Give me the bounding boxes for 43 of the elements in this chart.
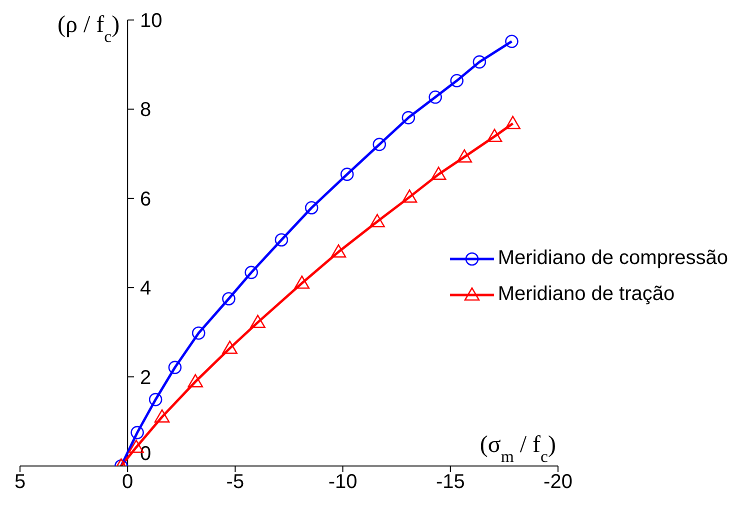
- point: [192, 326, 206, 340]
- point: [430, 166, 446, 180]
- x-tick-label: -20: [544, 471, 572, 494]
- point: [402, 189, 418, 203]
- x-tick-label: 0: [122, 471, 134, 494]
- x-axis-title: (σ$_{m}$ / f$_{c}$): [480, 432, 556, 466]
- point: [330, 244, 346, 258]
- y-tick-label: 8: [140, 99, 152, 122]
- x-tick-label: -10: [328, 471, 358, 494]
- point: [428, 90, 442, 104]
- point: [222, 292, 236, 306]
- point: [130, 426, 144, 440]
- legend-label: Meridiano de tração: [498, 283, 675, 306]
- y-tick-label: 6: [140, 188, 152, 210]
- point: [188, 374, 204, 388]
- point: [340, 168, 354, 181]
- point: [244, 266, 258, 280]
- point: [370, 214, 385, 228]
- point: [168, 360, 182, 374]
- legend-label: Meridiano de compressão: [498, 247, 728, 270]
- point: [450, 74, 464, 88]
- y-tick-label: 10: [140, 10, 162, 32]
- point: [304, 201, 318, 214]
- point: [505, 116, 520, 130]
- y-tick-label: 2: [140, 366, 152, 389]
- x-tick-label: -15: [436, 471, 465, 494]
- point: [402, 111, 416, 124]
- point: [154, 409, 170, 423]
- point: [505, 34, 518, 48]
- point: [148, 392, 162, 406]
- x-tick-label: 5: [14, 471, 26, 494]
- point: [294, 275, 310, 289]
- point: [486, 128, 502, 142]
- y-tick-label: 0: [140, 443, 152, 465]
- x-tick-label: -5: [226, 471, 244, 494]
- point: [222, 340, 238, 354]
- point: [274, 233, 288, 247]
- point: [472, 55, 486, 69]
- point: [250, 314, 266, 328]
- point: [372, 138, 386, 152]
- y-axis-title: (ρ / f$_{c}$): [58, 12, 120, 46]
- point: [456, 149, 472, 163]
- y-tick-label: 4: [140, 278, 152, 300]
